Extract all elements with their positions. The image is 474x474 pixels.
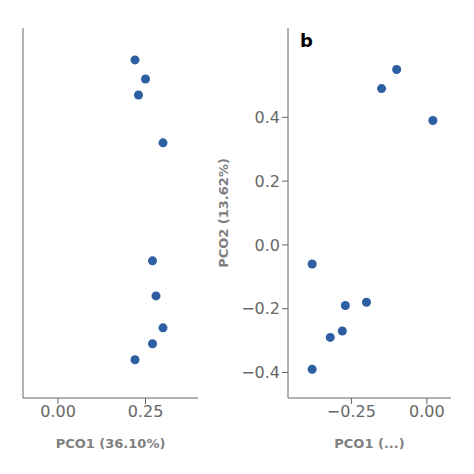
svg-text:0.25: 0.25 [128, 402, 164, 421]
svg-text:−0.2: −0.2 [241, 299, 280, 318]
html-text:b: b [300, 30, 313, 51]
svg-text:0.0: 0.0 [255, 236, 280, 255]
svg-text:PCO1 (...): PCO1 (...) [334, 436, 404, 451]
svg-text:0.00: 0.00 [409, 402, 445, 421]
svg-text:PCO2 (13.62%): PCO2 (13.62%) [216, 158, 231, 268]
svg-text:−0.25: −0.25 [327, 402, 376, 421]
svg-text:0.2: 0.2 [255, 172, 280, 191]
svg-text:PCO1 (36.10%): PCO1 (36.10%) [56, 436, 166, 451]
svg-text:0.4: 0.4 [255, 108, 280, 127]
svg-text:0.00: 0.00 [40, 402, 76, 421]
svg-text:−0.4: −0.4 [241, 363, 280, 382]
